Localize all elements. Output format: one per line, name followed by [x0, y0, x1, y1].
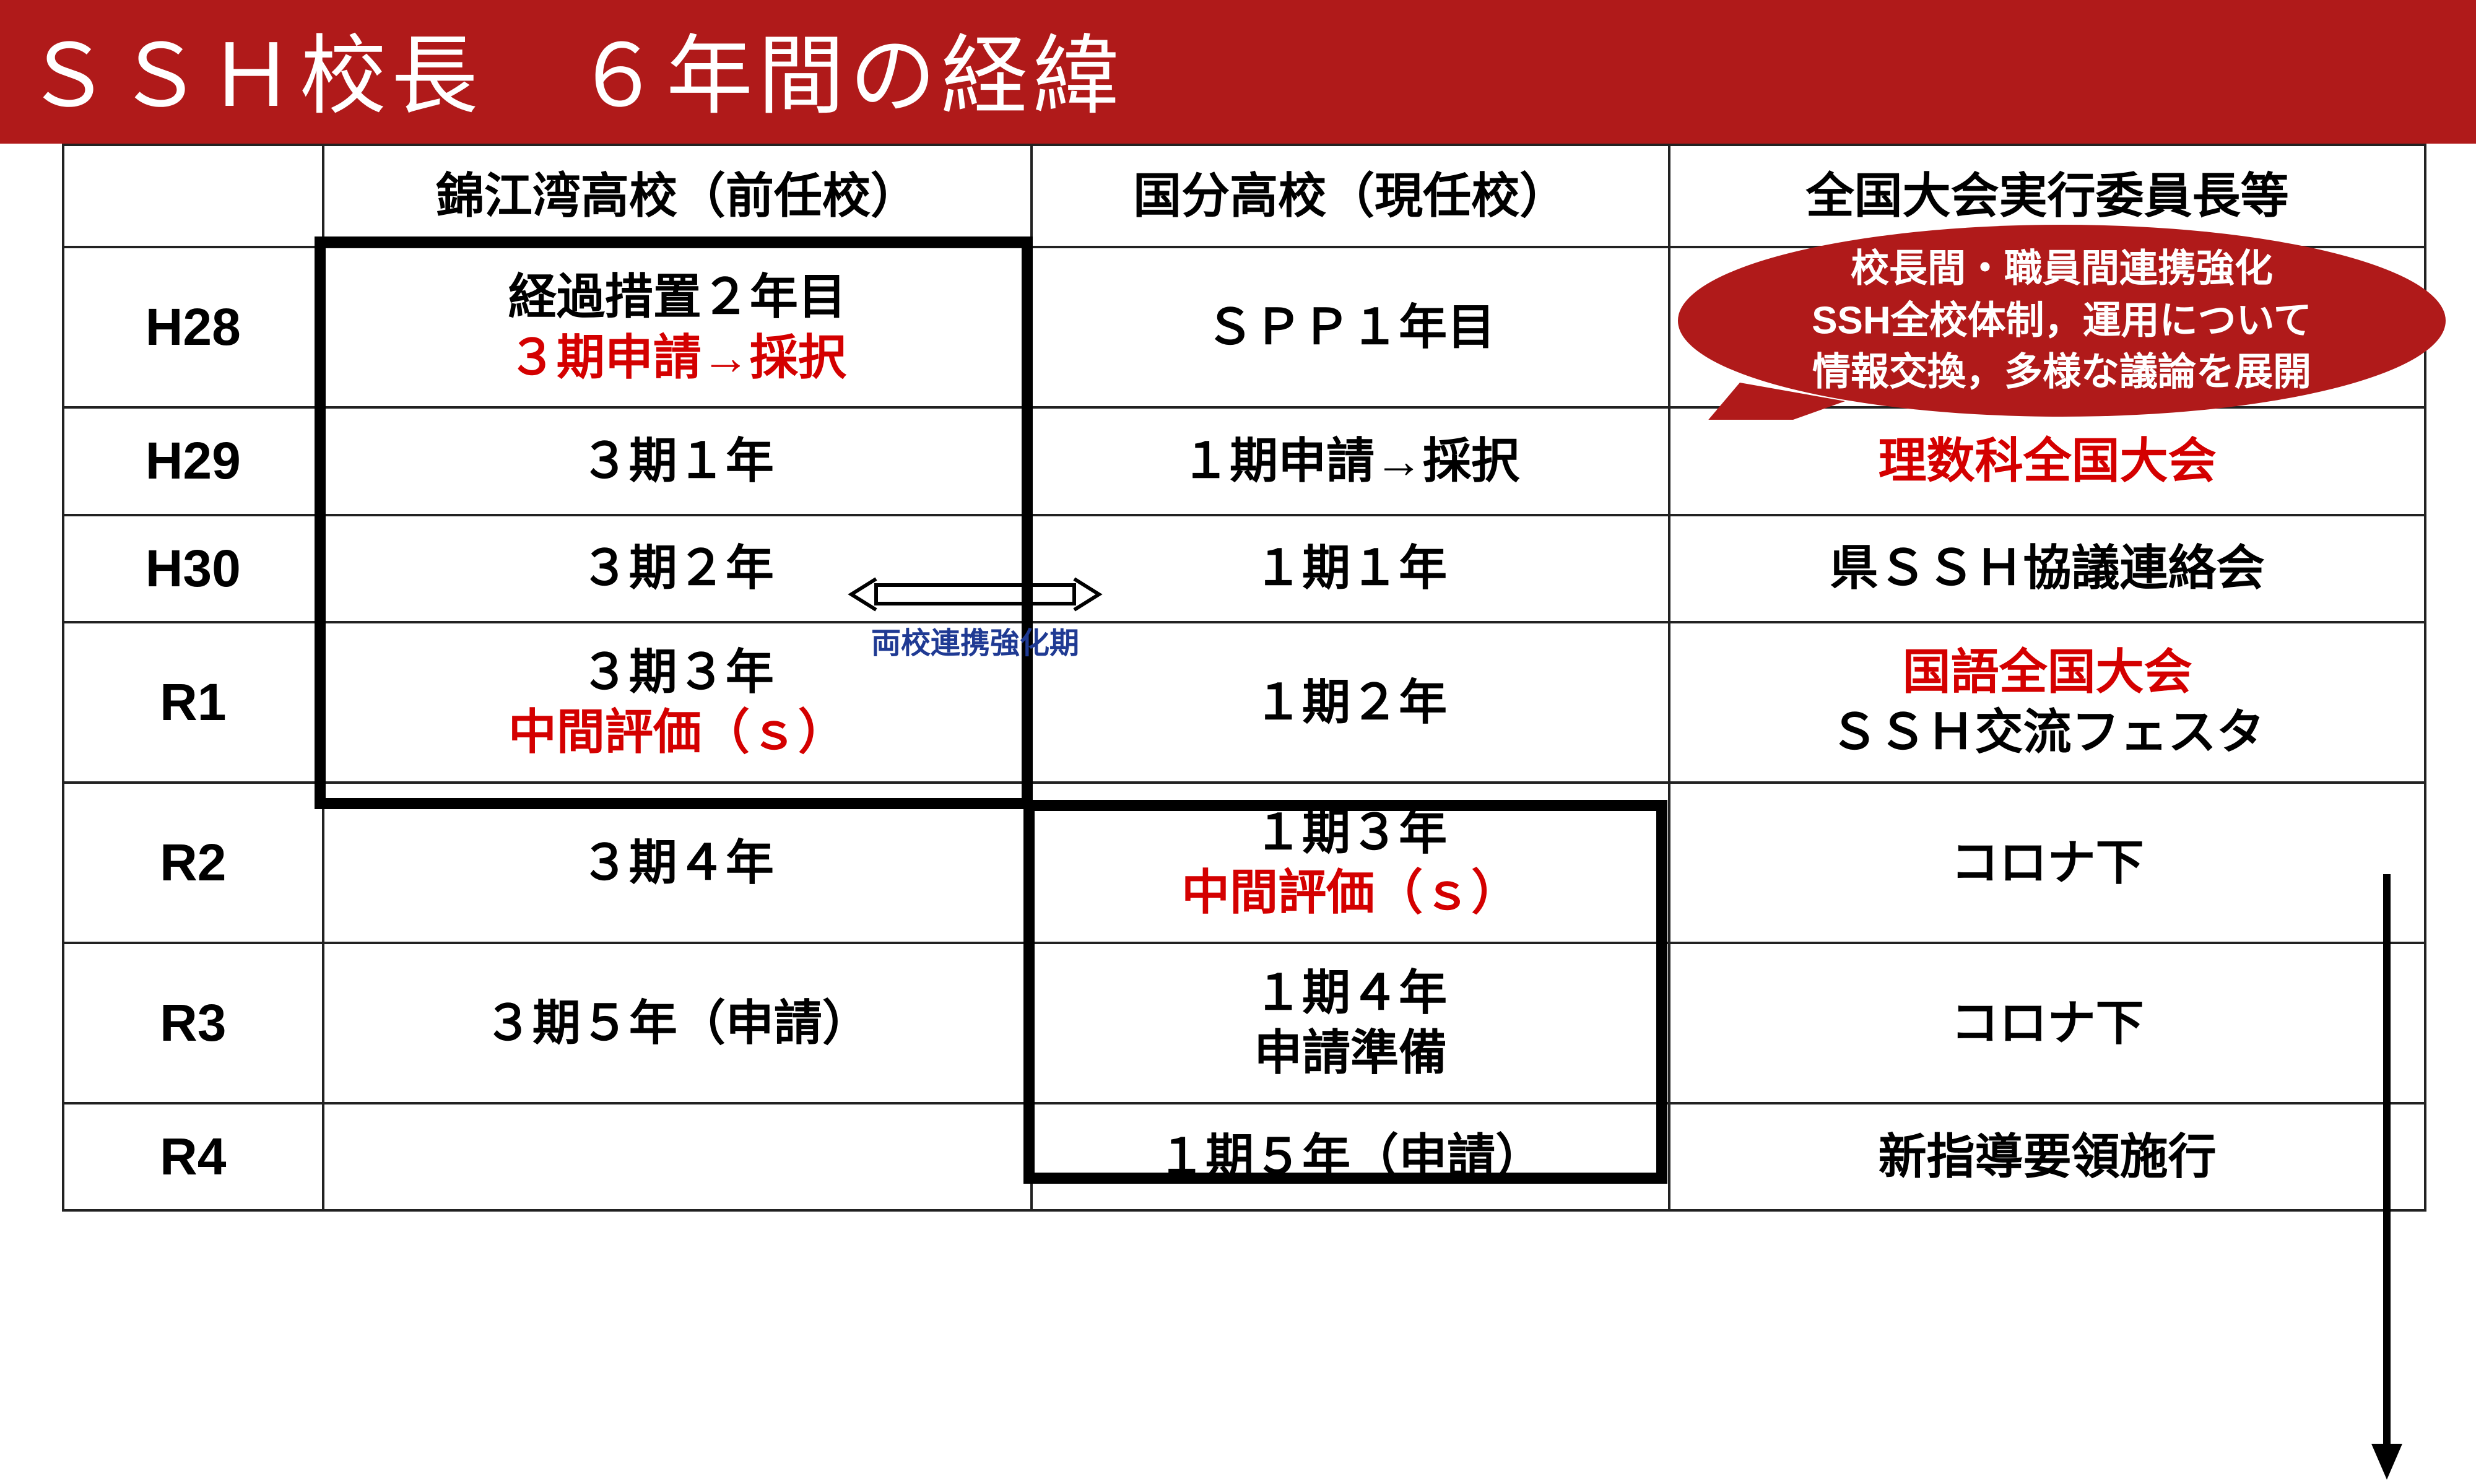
cell-c1: ３期５年（申請） [323, 943, 1032, 1103]
cell-c2: ＳＰＰ１年目 [1032, 247, 1669, 407]
cell-text-red: 中間評価（ｓ） [508, 705, 846, 759]
year-label: H29 [63, 407, 323, 514]
cell-c2: １期１年 [1032, 515, 1669, 622]
header-school-2: 国分高校（現任校） [1032, 145, 1669, 247]
double-arrow-icon [845, 573, 1105, 616]
connector-label: 両校連携強化期 [830, 618, 1121, 662]
cell-c2: １期２年 [1032, 622, 1669, 783]
year-label: H30 [63, 515, 323, 622]
cell-text-red: 理数科全国大会 [1879, 433, 2217, 488]
cell-text-red: ３期申請→採択 [508, 330, 846, 384]
table-row: R2 ３期４年 １期３年 中間評価（ｓ） コロナ下 [63, 783, 2425, 943]
cell-c3: コロナ下 [1669, 783, 2425, 943]
cell-text: ３期３年 [581, 644, 774, 699]
table-row: H29 ３期１年 １期申請→採択 理数科全国大会 [63, 407, 2425, 514]
cell-c1: ３期４年 [323, 783, 1032, 943]
cell-text: 申請準備 [1254, 1025, 1447, 1080]
year-label: R1 [63, 622, 323, 783]
year-label: R2 [63, 783, 323, 943]
cell-text: ＳＳＨ交流フェスタ [1830, 705, 2265, 759]
cell-text: 経過措置２年目 [508, 269, 846, 324]
speech-bubble-text: 校長間・職員間連携強化 SSH全校体制，運用について 情報交換，多様な議論を展開 [1711, 243, 2413, 398]
speech-bubble: 校長間・職員間連携強化 SSH全校体制，運用について 情報交換，多様な議論を展開 [1672, 222, 2452, 420]
cell-text-red: 中間評価（ｓ） [1181, 865, 1519, 919]
cell-c1 [323, 1103, 1032, 1210]
cell-c1: 経過措置２年目 ３期申請→採択 [323, 247, 1032, 407]
header-year [63, 145, 323, 247]
connector-arrow-group: 両校連携強化期 [830, 573, 1121, 662]
cell-c3: 県ＳＳＨ協議連絡会 [1669, 515, 2425, 622]
table-row: R4 １期５年（申請） 新指導要領施行 [63, 1103, 2425, 1210]
year-label: R4 [63, 1103, 323, 1210]
cell-c2: １期４年 申請準備 [1032, 943, 1669, 1103]
cell-text-red: 国語全国大会 [1903, 644, 2192, 699]
cell-c2: １期５年（申請） [1032, 1103, 1669, 1210]
down-arrow-icon [2365, 874, 2409, 1484]
cell-c3: 新指導要領施行 [1669, 1103, 2425, 1210]
cell-c3: 国語全国大会 ＳＳＨ交流フェスタ [1669, 622, 2425, 783]
cell-text: １期３年 [1254, 805, 1447, 859]
cell-c2: １期３年 中間評価（ｓ） [1032, 783, 1669, 943]
table-row: R3 ３期５年（申請） １期４年 申請準備 コロナ下 [63, 943, 2425, 1103]
page-title: ＳＳＨ校長 ６年間の経緯 [0, 0, 2476, 144]
cell-c3: 理数科全国大会 [1669, 407, 2425, 514]
year-label: R3 [63, 943, 323, 1103]
cell-c1: ３期１年 [323, 407, 1032, 514]
cell-c2: １期申請→採択 [1032, 407, 1669, 514]
cell-c3: コロナ下 [1669, 943, 2425, 1103]
table-row: H30 ３期２年 １期１年 県ＳＳＨ協議連絡会 [63, 515, 2425, 622]
year-label: H28 [63, 247, 323, 407]
header-school-1: 錦江湾高校（前任校） [323, 145, 1032, 247]
table-row: R1 ３期３年 中間評価（ｓ） １期２年 国語全国大会 ＳＳＨ交流フェスタ [63, 622, 2425, 783]
cell-text: １期４年 [1254, 965, 1447, 1020]
